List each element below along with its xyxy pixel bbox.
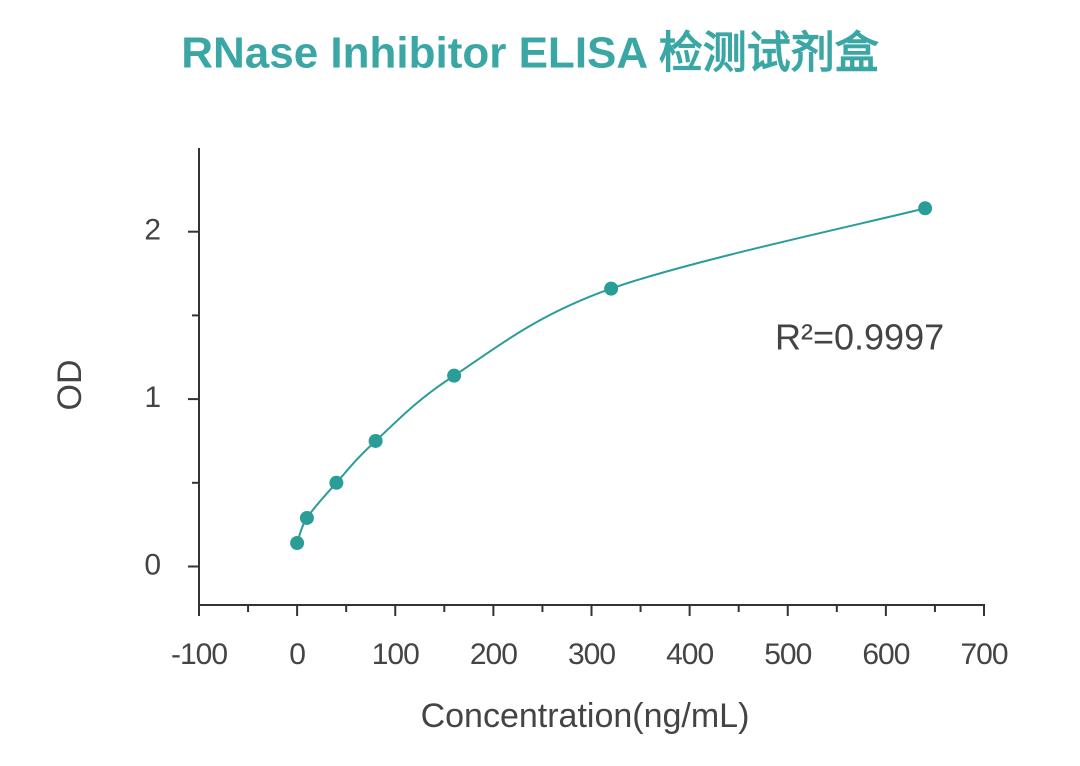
- y-tick-label: 2: [144, 214, 160, 247]
- data-point: [290, 536, 305, 551]
- x-tick-label: -100: [171, 638, 227, 671]
- annotation: R²=0.9997: [775, 317, 944, 358]
- x-tick-label: 200: [470, 638, 517, 671]
- data-point: [368, 433, 383, 448]
- x-tick-label: 500: [764, 638, 811, 671]
- x-tick-label: 0: [289, 638, 305, 671]
- x-tick-label: 600: [862, 638, 909, 671]
- chart-title: RNase Inhibitor ELISA 检测试剂盒: [181, 29, 880, 78]
- data-point: [918, 201, 933, 216]
- y-tick-label: 1: [144, 381, 160, 414]
- y-axis-label: OD: [51, 360, 89, 411]
- x-tick-label: 100: [372, 638, 419, 671]
- data-point: [329, 475, 344, 490]
- x-axis-label: Concentration(ng/mL): [421, 697, 750, 735]
- data-point: [447, 368, 462, 383]
- data-point: [604, 281, 619, 296]
- x-tick-label: 400: [666, 638, 713, 671]
- x-tick-label: 300: [568, 638, 615, 671]
- y-tick-label: 0: [144, 548, 160, 581]
- x-tick-label: 700: [960, 638, 1007, 671]
- fit-curve: [296, 207, 926, 544]
- data-point: [299, 510, 314, 525]
